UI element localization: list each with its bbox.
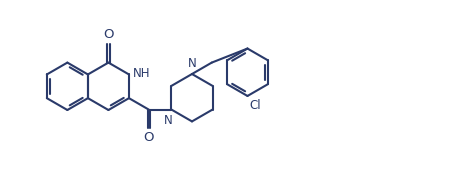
Text: O: O xyxy=(103,28,113,41)
Text: N: N xyxy=(187,57,196,70)
Text: O: O xyxy=(143,131,154,144)
Text: Cl: Cl xyxy=(249,99,261,112)
Text: NH: NH xyxy=(133,67,150,80)
Text: N: N xyxy=(163,114,172,127)
